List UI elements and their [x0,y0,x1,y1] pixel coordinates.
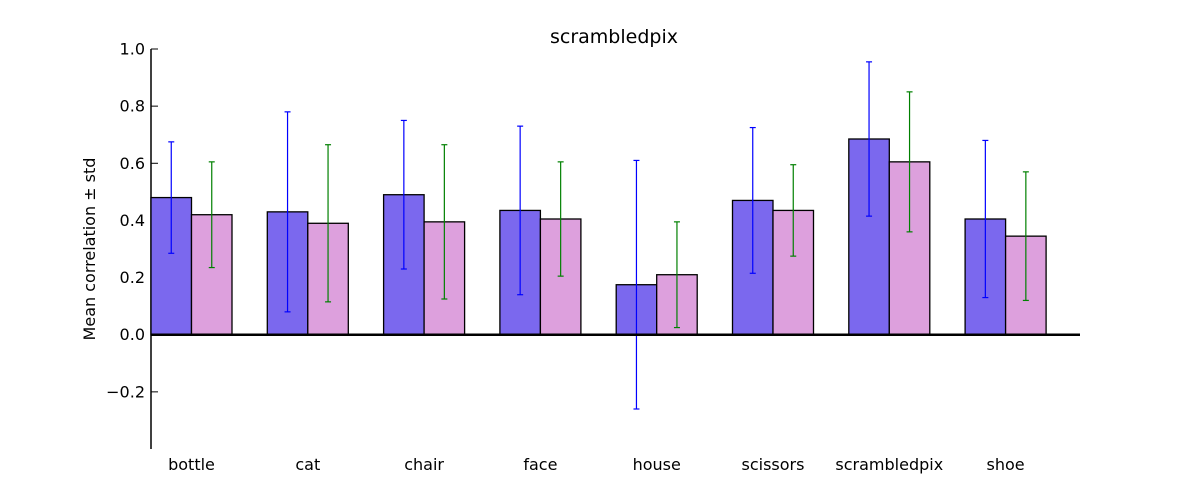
x-tick-label-house: house [633,455,681,474]
y-tick-label: 0.6 [120,154,145,173]
y-axis-label: Mean correlation ± std [80,158,99,341]
x-tick-label-bottle: bottle [168,455,215,474]
y-tick-label: −0.2 [106,382,145,401]
y-tick-label: 0.2 [120,268,145,287]
y-tick-label: 1.0 [120,40,145,59]
x-tick-label-shoe: shoe [987,455,1025,474]
plot-area: −0.2 0.0 0.2 0.4 0.6 0.8 1.0 bottle cat chair face… [106,40,1080,474]
y-tick-label: 0.4 [120,211,145,230]
y-tick-label: 0.0 [120,325,145,344]
x-tick-label-face: face [523,455,557,474]
x-tick-label-chair: chair [404,455,444,474]
x-tick-label-scissors: scissors [742,455,805,474]
y-tick-label: 0.8 [120,97,145,116]
chart-title: scrambledpix [550,26,678,48]
x-tick-label-scrambledpix: scrambledpix [835,455,943,474]
x-tick-label-cat: cat [295,455,320,474]
